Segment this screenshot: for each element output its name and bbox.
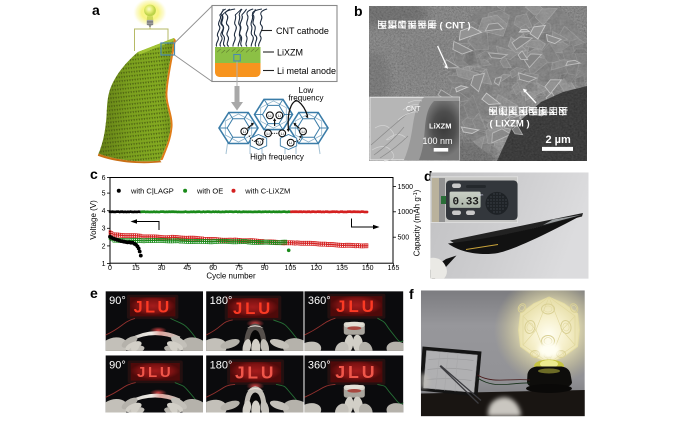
svg-text:Li: Li bbox=[266, 131, 269, 136]
svg-text:Li: Li bbox=[243, 129, 246, 134]
svg-text:100 nm: 100 nm bbox=[423, 136, 453, 146]
svg-text:JLU: JLU bbox=[336, 297, 377, 316]
svg-text:CNT cathode: CNT cathode bbox=[276, 26, 329, 36]
svg-text:1000: 1000 bbox=[398, 209, 414, 216]
svg-text:165: 165 bbox=[388, 265, 400, 272]
svg-text:0: 0 bbox=[108, 265, 112, 272]
svg-text:0.33: 0.33 bbox=[453, 197, 480, 209]
svg-text:180°: 180° bbox=[210, 359, 233, 371]
svg-text:JLU: JLU bbox=[137, 364, 173, 381]
svg-text:2: 2 bbox=[102, 243, 106, 250]
svg-text:1500: 1500 bbox=[398, 184, 414, 191]
svg-text:1: 1 bbox=[102, 261, 106, 268]
svg-text:135: 135 bbox=[336, 265, 348, 272]
svg-text:mm: mm bbox=[478, 193, 484, 197]
svg-text:75: 75 bbox=[235, 265, 243, 272]
svg-text:Li: Li bbox=[281, 131, 284, 136]
svg-text:Capacity (mAh g-1): Capacity (mAh g-1) bbox=[413, 189, 422, 256]
svg-text:90°: 90° bbox=[109, 359, 126, 371]
svg-text:90°: 90° bbox=[109, 295, 126, 307]
svg-text:c: c bbox=[90, 166, 98, 182]
svg-text:Cycle number: Cycle number bbox=[206, 272, 256, 281]
svg-text:Li: Li bbox=[301, 129, 304, 134]
svg-text:3: 3 bbox=[102, 226, 106, 233]
svg-text:JLU: JLU bbox=[235, 362, 276, 382]
svg-text:( CNT ): ( CNT ) bbox=[440, 21, 471, 32]
svg-text:15: 15 bbox=[132, 265, 140, 272]
svg-text:LiXZM: LiXZM bbox=[429, 122, 452, 131]
svg-text:with C-LiXZM: with C-LiXZM bbox=[244, 186, 290, 195]
svg-text:frequency: frequency bbox=[288, 94, 323, 103]
svg-text:60: 60 bbox=[209, 265, 217, 272]
svg-text:500: 500 bbox=[398, 235, 410, 242]
svg-text:f: f bbox=[409, 286, 414, 302]
svg-text:JLU: JLU bbox=[335, 362, 377, 382]
svg-text:Li: Li bbox=[289, 140, 292, 145]
svg-text:e: e bbox=[90, 285, 98, 301]
svg-text:JLU: JLU bbox=[134, 299, 172, 317]
svg-text:4: 4 bbox=[102, 208, 106, 215]
svg-text:b: b bbox=[354, 3, 363, 19]
svg-text:Li metal anode: Li metal anode bbox=[277, 66, 336, 76]
svg-text:( LiXZM ): ( LiXZM ) bbox=[490, 119, 530, 130]
svg-text:6: 6 bbox=[102, 175, 106, 182]
svg-text:360°: 360° bbox=[308, 359, 331, 371]
svg-text:with C|LAGP: with C|LAGP bbox=[130, 186, 174, 195]
svg-text:Li: Li bbox=[258, 139, 261, 144]
svg-text:d: d bbox=[424, 168, 433, 184]
svg-text:a: a bbox=[92, 2, 100, 18]
svg-text:180°: 180° bbox=[210, 295, 233, 307]
svg-text:2 µm: 2 µm bbox=[546, 134, 572, 146]
svg-text:120: 120 bbox=[310, 265, 322, 272]
svg-text:Voltage (V): Voltage (V) bbox=[89, 200, 98, 240]
svg-text:150: 150 bbox=[362, 265, 374, 272]
svg-text:Li: Li bbox=[278, 113, 281, 118]
svg-text:Low: Low bbox=[299, 86, 314, 95]
svg-text:JLU: JLU bbox=[233, 299, 273, 318]
svg-text:CNT: CNT bbox=[406, 106, 421, 113]
svg-text:High frequency: High frequency bbox=[250, 153, 304, 162]
svg-text:Li: Li bbox=[268, 113, 271, 118]
svg-text:45: 45 bbox=[183, 265, 191, 272]
svg-text:30: 30 bbox=[158, 265, 166, 272]
svg-text:105: 105 bbox=[285, 265, 297, 272]
svg-text:with OE: with OE bbox=[196, 186, 223, 195]
svg-text:360°: 360° bbox=[308, 295, 331, 307]
svg-text:90: 90 bbox=[261, 265, 269, 272]
svg-text:5: 5 bbox=[102, 191, 106, 198]
svg-text:LiXZM: LiXZM bbox=[277, 48, 303, 58]
